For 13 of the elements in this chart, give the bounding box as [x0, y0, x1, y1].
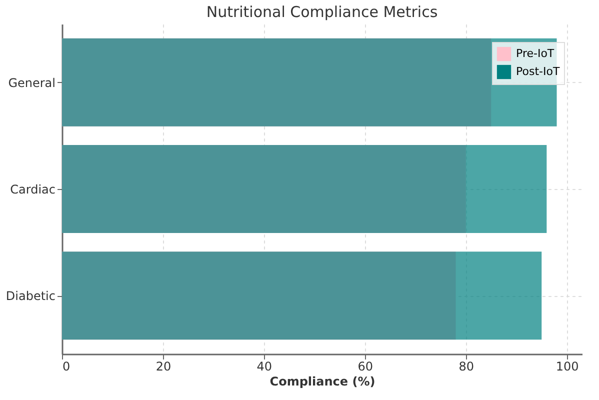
x-axis-title: Compliance (%)	[270, 374, 376, 388]
x-tick-label: 0	[62, 360, 70, 374]
y-tick-label: Cardiac	[10, 182, 56, 196]
x-tick-label: 60	[358, 360, 374, 374]
y-tick-label: General	[8, 76, 56, 90]
chart-title: Nutritional Compliance Metrics	[206, 3, 438, 21]
legend-label: Pre-IoT	[516, 47, 554, 60]
y-tick-label: Diabetic	[6, 289, 56, 304]
x-tick-label: 40	[256, 360, 272, 374]
x-tick-label: 100	[556, 360, 579, 374]
x-tick-label: 20	[156, 360, 172, 374]
legend-label: Post-IoT	[516, 65, 560, 78]
x-tick-label: 80	[458, 360, 474, 374]
